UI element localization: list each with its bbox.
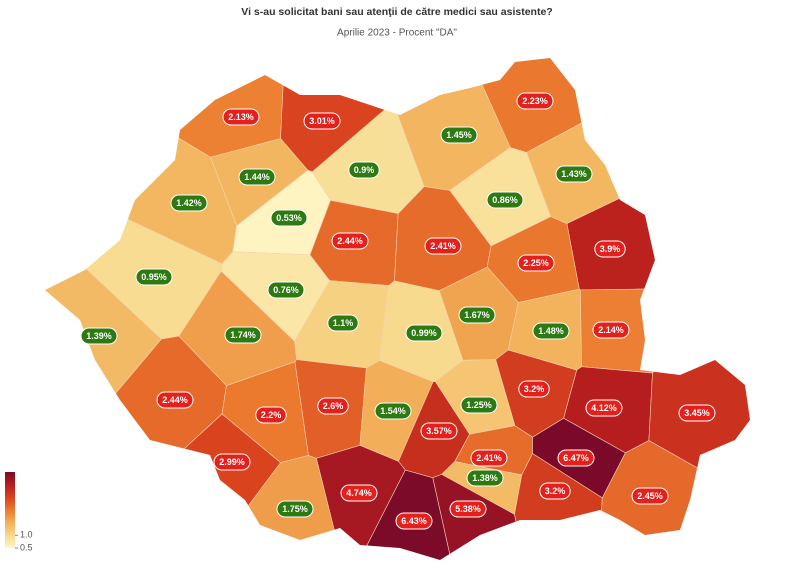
badge-label: 2.44% [162,395,188,405]
badge-label: 6.43% [401,516,427,526]
badge-label: 3.57% [426,426,452,436]
badge [331,232,369,250]
legend-tick-label: 0.5 [20,542,33,552]
badge [585,399,623,417]
badge [317,397,349,415]
badge [517,254,555,272]
badge-label: 2.6% [323,401,344,411]
badge-label: 0.99% [411,328,437,338]
badge-label: 1.75% [282,504,308,514]
legend-bar [5,472,15,548]
badge [255,406,287,424]
badge [631,487,669,505]
badge-label: 3.2% [524,384,545,394]
badge [557,449,595,467]
badge-label: 3.9% [600,244,621,254]
badge [348,161,380,179]
badge [276,500,314,518]
badge-label: 2.99% [219,457,245,467]
badge [213,453,251,471]
badge [678,404,716,422]
badge-label: 0.9% [354,165,375,175]
badge-label: 3.2% [545,486,566,496]
badge [420,422,458,440]
legend-tick-label: 1.0 [20,530,33,540]
badges: 2.13% 3.01% 2.23% 1.45% 1.44% 0.9% 1.43% 1.42% 0… [80,92,716,530]
badge [267,281,305,299]
badge-label: 0.53% [276,213,302,223]
badge-label: 1.42% [176,198,202,208]
badge [170,194,208,212]
badge [80,327,118,345]
badge [440,126,478,144]
badge-label: 1.43% [561,169,587,179]
badge [303,112,341,130]
badge-label: 2.41% [476,453,502,463]
badge-label: 1.38% [472,473,498,483]
badge [486,191,524,209]
badge [539,482,571,500]
badge [466,469,504,487]
badge [518,380,550,398]
badge [327,314,359,332]
badge [395,512,433,530]
badge-label: 2.23% [522,96,548,106]
badge-label: 1.25% [466,400,492,410]
badge-label: 2.13% [228,112,254,122]
badge-label: 3.01% [309,116,335,126]
badge [270,209,308,227]
badge [222,108,260,126]
badge [449,500,487,518]
badge-label: 2.2% [261,410,282,420]
badge [405,324,443,342]
badge [592,321,630,339]
badge [555,165,593,183]
badge-label: 1.45% [446,130,472,140]
badge-label: 4.74% [346,488,372,498]
badge [594,240,626,258]
badge-label: 0.86% [492,195,518,205]
subtitle: Aprilie 2023 - Procent "DA" [337,28,457,39]
badge-label: 2.45% [637,491,663,501]
badge-label: 1.74% [230,330,256,340]
badge-label: 6.47% [563,453,589,463]
badge-label: 2.41% [430,241,456,251]
badge-label: 0.76% [273,285,299,295]
badge-label: 0.95% [141,272,167,282]
badge-label: 1.39% [86,331,112,341]
badge-label: 1.67% [464,310,490,320]
badge-label: 5.38% [455,504,481,514]
badge-label: 1.54% [380,406,406,416]
title: Vi s-au solicitat bani sau atenţii de că… [241,6,552,18]
badge [470,449,508,467]
badge [458,306,496,324]
badge [516,92,554,110]
badge [156,391,194,409]
county [45,58,288,158]
badge-label: 1.1% [333,318,354,328]
badge [224,326,262,344]
badge [460,396,498,414]
badge [135,268,173,286]
badge-label: 4.12% [591,403,617,413]
badge [532,322,570,340]
badge-label: 1.44% [244,172,270,182]
badge-label: 2.14% [598,325,624,335]
legend: 1.00.5 [15,530,33,552]
badge-label: 3.45% [684,408,710,418]
badge [424,237,462,255]
badge-label: 1.48% [538,326,564,336]
badge-label: 2.25% [523,258,549,268]
badge-label: 2.44% [337,236,363,246]
badge [374,402,412,420]
badge [238,168,276,186]
badge [340,484,378,502]
